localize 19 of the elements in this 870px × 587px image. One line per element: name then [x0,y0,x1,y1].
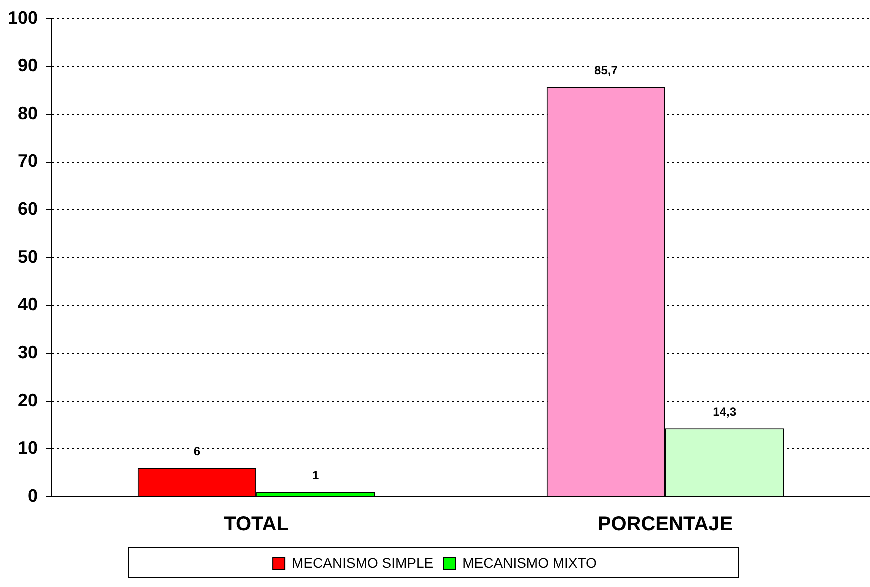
x-tick-label: PORCENTAJE [598,514,734,536]
legend-label: MECANISMO MIXTO [462,554,598,571]
data-label: 14,3 [713,404,737,419]
y-tick-label: 80 [18,103,38,124]
y-tick-label: 60 [18,199,38,220]
x-tick-label: TOTAL [224,514,289,536]
data-label: 85,7 [594,63,618,78]
y-tick-label: 40 [18,294,38,315]
legend-label: MECANISMO SIMPLE [292,554,434,571]
y-tick-label: 90 [18,56,38,76]
y-tick-label: 30 [18,342,38,363]
y-tick-label: 70 [18,151,38,172]
data-label: 1 [312,468,320,483]
y-tick-label: 0 [28,486,38,506]
y-tick-label: 100 [8,8,38,28]
y-tick-label: 20 [18,390,38,410]
y-tick-label: 50 [18,246,38,267]
data-label: 6 [194,444,201,459]
y-tick-label: 10 [18,438,38,458]
